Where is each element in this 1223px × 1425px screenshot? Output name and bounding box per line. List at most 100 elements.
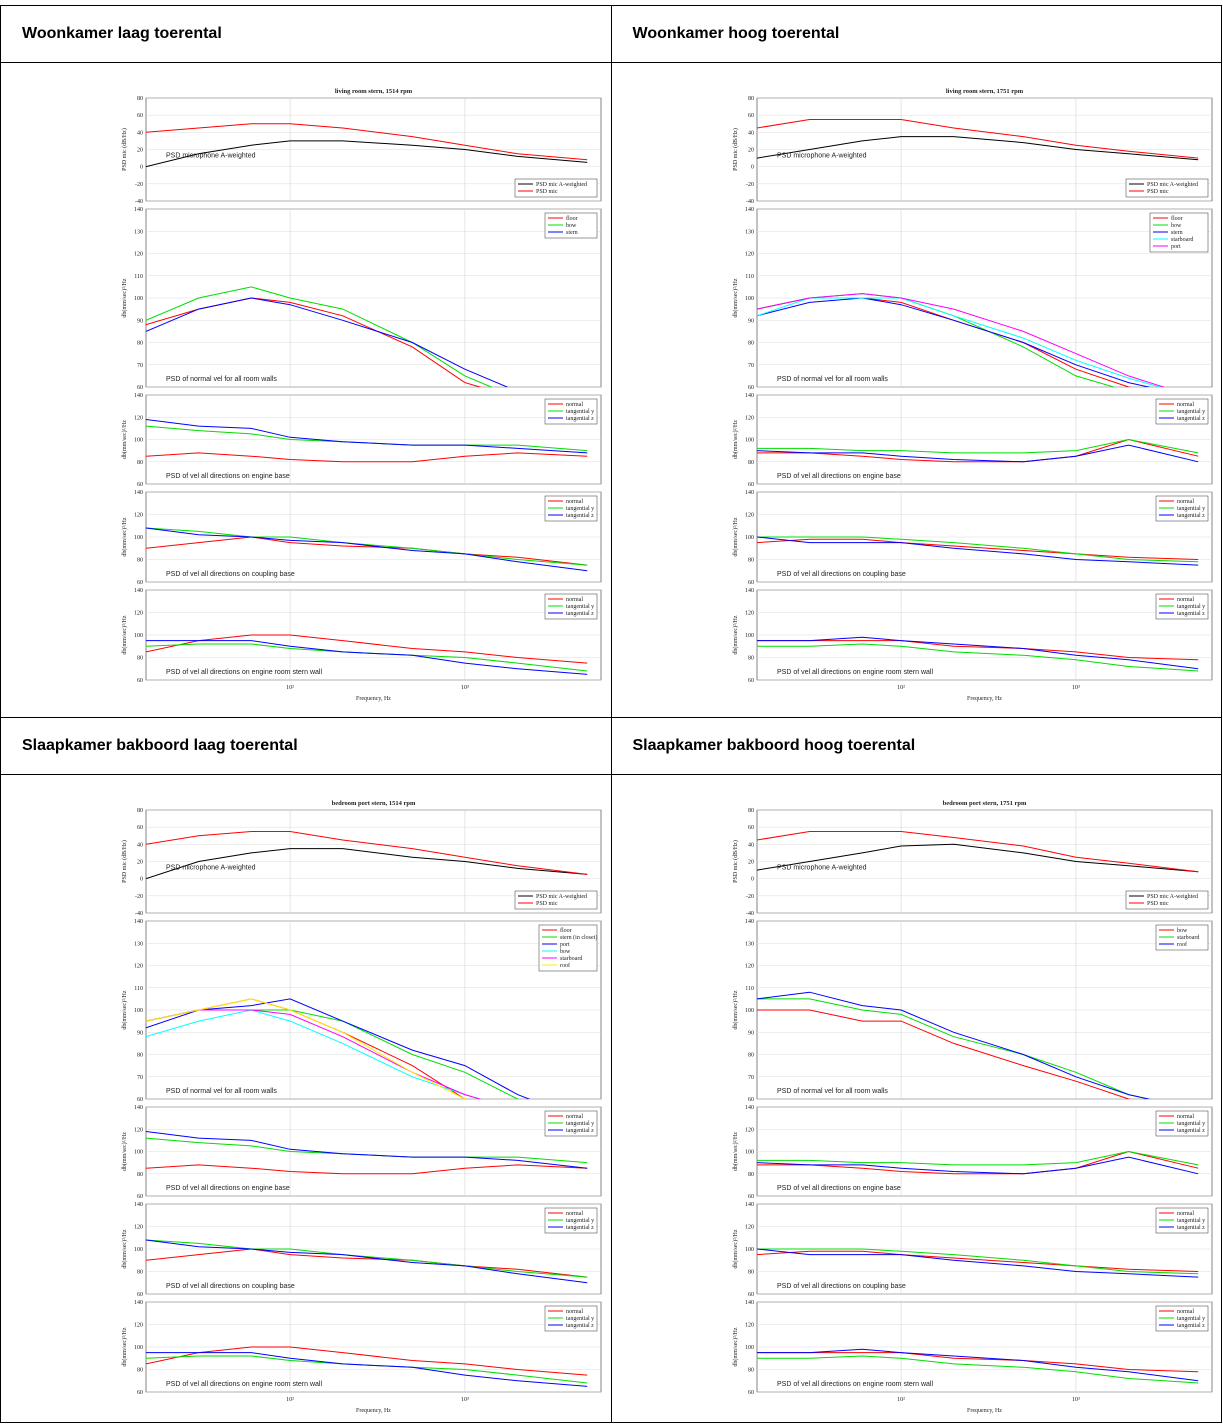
y-tick-label: 130 [134,229,143,235]
y-tick-label: 60 [137,1194,143,1200]
legend-box [1155,924,1208,951]
y-tick-label: 60 [748,580,754,586]
y-tick-label: 80 [137,96,143,102]
y-tick-label: -40 [746,199,754,205]
series-line [756,1352,1198,1373]
y-tick-label: 140 [745,393,754,399]
panel-annotation: PSD of vel all directions on engine room… [777,1381,933,1388]
x-axis-label: Frequency, Hz [356,696,391,702]
y-tick-label: 140 [745,1300,754,1306]
legend-label: normal [566,1309,583,1315]
panel-annotation: PSD microphone A-weighted [777,153,867,160]
series-line [756,293,1165,387]
y-axis-label: PSD mic (dB/Hz) [732,128,739,171]
y-tick-label: 40 [748,842,754,848]
y-tick-label: 60 [748,385,754,391]
panel-annotation: PSD of vel all directions on coupling ba… [166,1283,295,1290]
x-tick-label: 10³ [461,1397,469,1403]
legend-label: stern [1171,230,1183,236]
y-tick-label: 40 [748,130,754,136]
y-tick-label: 120 [134,1127,143,1133]
y-tick-label: -40 [746,911,754,917]
y-tick-label: 120 [134,1225,143,1231]
series-line [146,527,588,572]
cell-heading: Slaapkamer bakboord laag toerental [0,717,612,775]
figure-title: bedroom port stern, 1514 rpm [332,800,416,807]
legend-label: port [560,942,570,948]
y-tick-label: 120 [745,1225,754,1231]
y-tick-label: 60 [137,1097,143,1103]
y-tick-label: 100 [745,1008,754,1014]
series-line [756,536,1198,563]
cell-heading: Woonkamer laag toerental [0,5,612,63]
y-tick-label: 120 [745,611,754,617]
panel-annotation: PSD of vel all directions on engine base [166,473,290,480]
y-axis-label: PSD mic (dB/Hz) [121,840,128,883]
series-line [146,297,509,387]
y-axis-label: db(mm/sec)²/Hz [732,278,739,317]
legend-label: normal [566,1114,583,1120]
x-tick-label: 10² [286,1397,294,1403]
y-tick-label: 140 [134,207,143,213]
legend-label: normal [1177,1309,1194,1315]
figure: bedroom port stern, 1514 rpm -40 -20 0 20 40 6… [121,800,602,1414]
legend-label: tangential z [566,1225,594,1231]
legend-label: starboard [1177,935,1199,941]
y-tick-label: 100 [745,438,754,444]
y-tick-label: 120 [745,252,754,258]
y-tick-label: 20 [748,148,754,154]
y-tick-label: 20 [137,148,143,154]
legend-label: tangential z [1177,611,1205,617]
y-tick-label: 60 [748,1194,754,1200]
y-tick-label: 60 [137,482,143,488]
y-tick-label: 80 [137,808,143,814]
series-line [756,1250,1198,1272]
y-axis-label: db(mm/sec)²/Hz [121,1229,128,1268]
y-tick-label: 80 [748,558,754,564]
y-tick-label: 60 [748,1097,754,1103]
y-tick-label: 110 [745,274,754,280]
panel-annotation: PSD microphone A-weighted [166,153,256,160]
y-tick-label: 140 [134,1105,143,1111]
figure-cell: bedroom port stern, 1751 rpm -40 -20 0 20 40 6… [610,774,1222,1423]
y-tick-label: 120 [745,1127,754,1133]
y-tick-label: 130 [745,229,754,235]
legend-label: PSD mic [536,901,558,907]
y-tick-label: -20 [135,894,143,900]
y-tick-label: -20 [135,182,143,188]
y-tick-label: 80 [748,1172,754,1178]
x-tick-label: 10² [286,685,294,691]
y-tick-label: 100 [134,633,143,639]
y-tick-label: 140 [745,588,754,594]
series-line [146,1248,588,1278]
figure-cell: bedroom port stern, 1514 rpm -40 -20 0 20 40 6… [0,774,612,1423]
legend-label: tangential y [566,409,594,415]
y-tick-label: 120 [134,964,143,970]
figure: bedroom port stern, 1751 rpm -40 -20 0 20 40 6… [732,800,1212,1414]
y-tick-label: 130 [745,941,754,947]
y-tick-label: 80 [137,1053,143,1059]
y-tick-label: 100 [745,535,754,541]
panel-annotation: PSD microphone A-weighted [166,865,256,872]
y-tick-label: 80 [137,460,143,466]
y-tick-label: 140 [745,919,754,925]
y-tick-label: 100 [134,535,143,541]
x-tick-label: 10² [897,685,905,691]
legend-label: tangential y [566,1316,594,1322]
series-line [756,998,1151,1099]
y-tick-label: 80 [137,656,143,662]
y-tick-label: -40 [135,911,143,917]
panel-annotation: PSD of normal vel for all room walls [166,1088,277,1095]
y-tick-label: 20 [748,860,754,866]
legend-label: stern (in closet) [560,934,597,941]
legend-label: normal [566,597,583,603]
y-tick-label: 0 [140,165,143,171]
y-tick-label: 60 [748,482,754,488]
panel-annotation: PSD of vel all directions on coupling ba… [777,571,906,578]
y-axis-label: db(mm/sec)²/Hz [121,517,128,556]
series-line [146,536,588,566]
y-tick-label: 100 [745,1247,754,1253]
y-tick-label: 60 [748,825,754,831]
figure-cell: living room stern, 1751 rpm -40 -20 0 20 40 60… [610,62,1222,718]
series-line [146,286,493,387]
